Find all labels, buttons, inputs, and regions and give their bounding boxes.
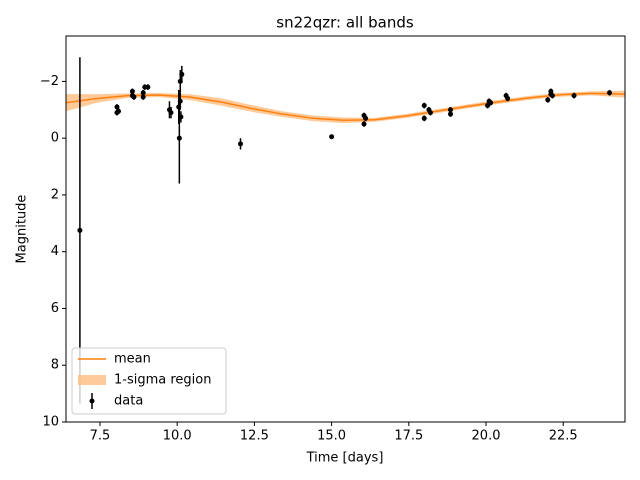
plot-area [66,57,625,404]
y-tick-label: 6 [51,301,59,316]
legend-label: mean [114,352,151,367]
data-point [114,104,120,110]
y-tick-label: −2 [40,74,59,89]
data-point [329,134,335,140]
data-point [237,141,243,147]
data-point [427,110,433,116]
legend-label: 1-sigma region [114,373,211,388]
x-tick-label: 17.5 [394,429,423,444]
x-axis-label: Time [days] [306,451,384,466]
data-point [448,111,454,117]
data-point [145,84,151,90]
data-point [421,115,427,121]
x-tick-label: 15.0 [317,429,346,444]
data-point [363,115,369,121]
y-tick-label: 10 [42,415,59,430]
legend-box [71,347,227,415]
data-point [77,227,83,233]
x-tick-label: 12.5 [240,429,269,444]
data-point [545,97,551,103]
data-point [488,100,494,106]
data-point [549,93,555,99]
y-axis-label: Magnitude [15,195,30,264]
data-point [140,94,146,100]
chart-title: sn22qzr: all bands [276,14,414,32]
data-point [421,103,427,109]
data-point [448,107,454,113]
x-tick-label: 10.0 [163,429,192,444]
mean-line [66,92,625,122]
x-tick-label: 22.5 [549,429,578,444]
legend-data-swatch [89,398,95,404]
data-point [178,114,184,120]
data-point [176,135,182,141]
data-point [548,88,554,94]
data-point [168,110,174,116]
x-tick-label: 20.0 [472,429,501,444]
x-tick-label: 7.5 [90,429,111,444]
data-point [177,98,183,104]
y-tick-label: 2 [51,187,59,202]
y-tick-label: 0 [51,131,59,146]
data-point [140,90,146,96]
data-point [131,94,137,100]
legend-label: data [114,394,143,409]
data-point [607,90,613,96]
data-point [179,71,185,77]
data-point [129,88,135,94]
legend-band-swatch [78,375,106,385]
data-point [361,121,367,127]
data-point [505,95,511,101]
y-tick-label: 8 [51,358,59,373]
y-tick-label: 4 [51,244,59,259]
data-point [116,108,122,114]
data-point [571,93,577,99]
axes-frame [65,35,626,423]
